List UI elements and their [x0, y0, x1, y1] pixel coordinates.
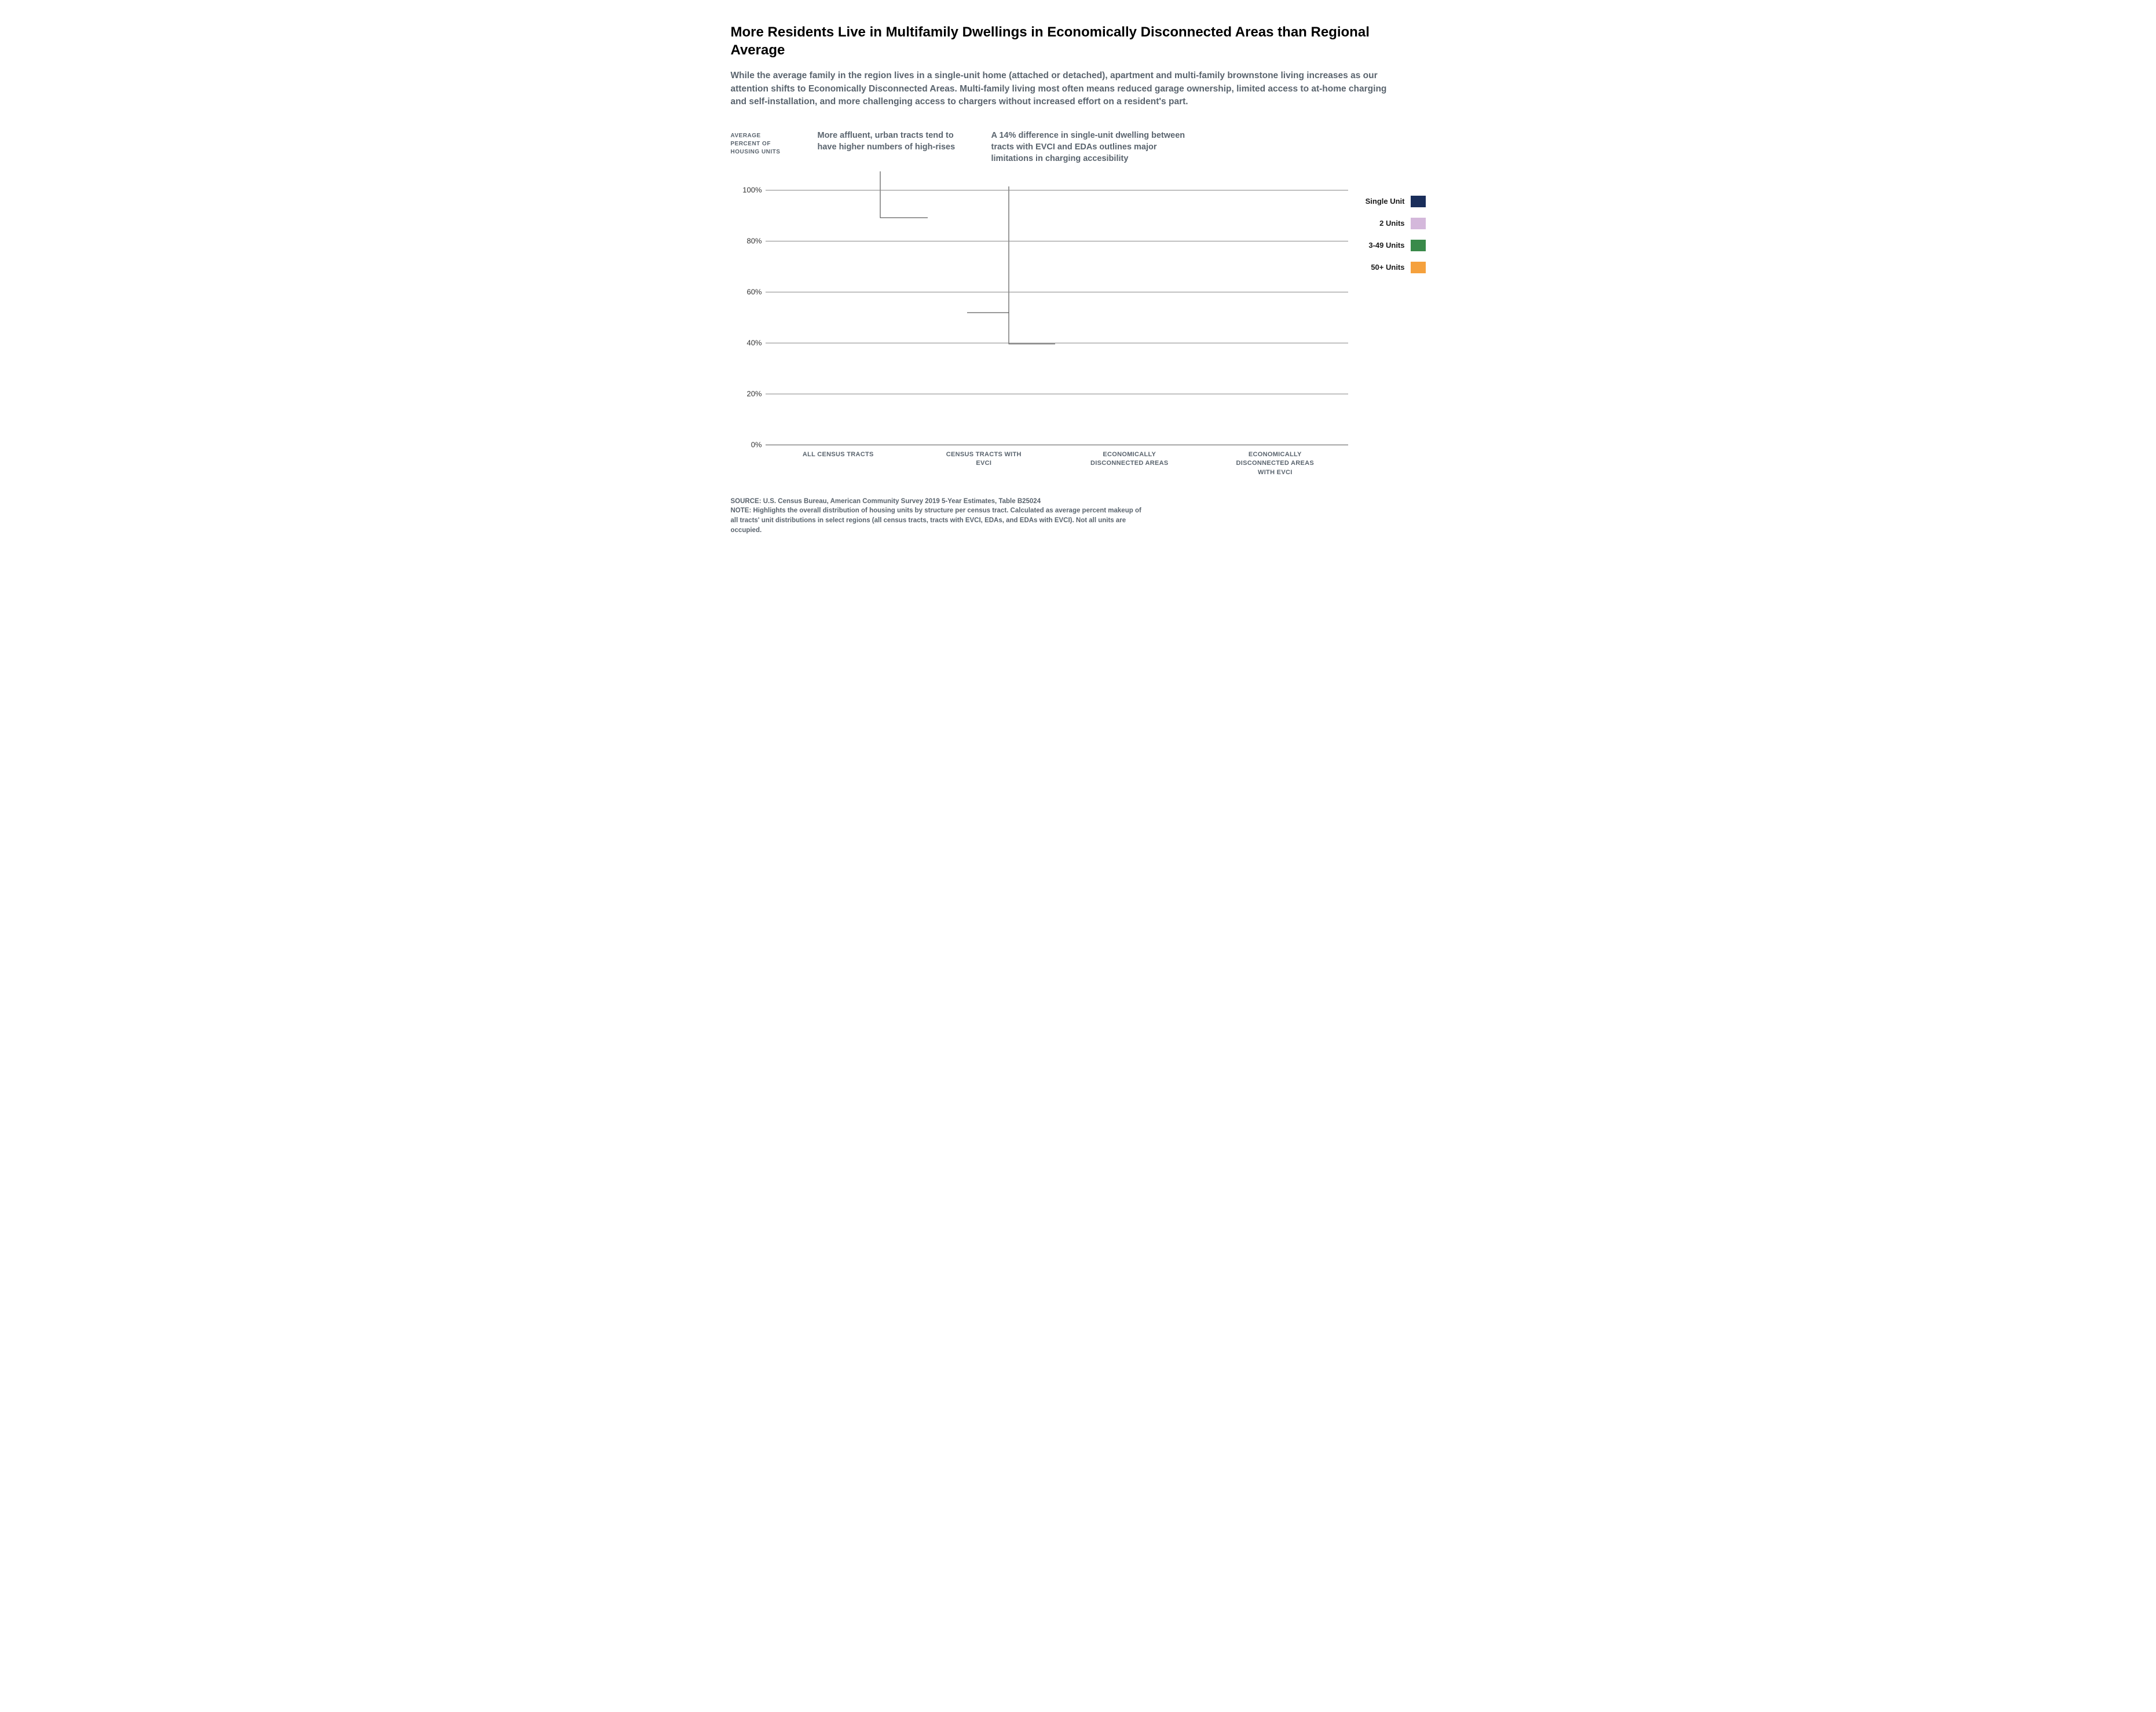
- x-axis-label: ECONOMICALLYDISCONNECTED AREASWITH EVCI: [1196, 450, 1354, 477]
- ytick-label: 0%: [735, 440, 762, 449]
- legend-label: 2 Units: [1379, 219, 1404, 228]
- legend-item: 3-49 Units: [1366, 240, 1426, 251]
- chart-title: More Residents Live in Multifamily Dwell…: [731, 23, 1426, 59]
- legend-swatch: [1411, 240, 1426, 251]
- ytick-label: 60%: [735, 287, 762, 296]
- bars-container: ALL CENSUS TRACTS CENSUS TRACTS WITHEVCI E…: [766, 190, 1348, 445]
- chart-wrap: AVERAGE PERCENT OF HOUSING UNITS More af…: [731, 132, 1426, 445]
- x-axis-label: ALL CENSUS TRACTS: [759, 450, 917, 459]
- bar-group: ECONOMICALLYDISCONNECTED AREASWITH EVCI: [1222, 190, 1327, 445]
- ytick-label: 100%: [735, 185, 762, 194]
- legend: Single Unit 2 Units 3-49 Units 50+ Units: [1366, 132, 1426, 284]
- legend-label: 50+ Units: [1371, 263, 1404, 272]
- source-line: SOURCE: U.S. Census Bureau, American Com…: [731, 497, 1148, 507]
- legend-label: Single Unit: [1366, 197, 1405, 206]
- ytick-label: 20%: [735, 389, 762, 398]
- plot-area: ALL CENSUS TRACTS CENSUS TRACTS WITHEVCI E…: [766, 190, 1348, 445]
- legend-item: 2 Units: [1366, 218, 1426, 229]
- x-axis-label: CENSUS TRACTS WITHEVCI: [905, 450, 1063, 468]
- footnote: SOURCE: U.S. Census Bureau, American Com…: [731, 497, 1148, 536]
- bar-group: ECONOMICALLYDISCONNECTED AREAS: [1077, 190, 1182, 445]
- bar-group: ALL CENSUS TRACTS: [786, 190, 891, 445]
- legend-item: Single Unit: [1366, 196, 1426, 207]
- x-axis-label: ECONOMICALLYDISCONNECTED AREAS: [1050, 450, 1208, 468]
- figure-container: More Residents Live in Multifamily Dwell…: [731, 23, 1426, 535]
- chart-subtitle: While the average family in the region l…: [731, 69, 1391, 108]
- chart-area: AVERAGE PERCENT OF HOUSING UNITS More af…: [731, 132, 1348, 445]
- ytick-label: 80%: [735, 236, 762, 245]
- y-axis-title: AVERAGE PERCENT OF HOUSING UNITS: [731, 132, 781, 156]
- legend-swatch: [1411, 196, 1426, 207]
- legend-label: 3-49 Units: [1368, 241, 1404, 250]
- note-line: NOTE: Highlights the overall distributio…: [731, 506, 1148, 535]
- legend-swatch: [1411, 262, 1426, 273]
- ytick-label: 40%: [735, 338, 762, 347]
- legend-swatch: [1411, 218, 1426, 229]
- legend-item: 50+ Units: [1366, 262, 1426, 273]
- annotation-difference: A 14% difference in single-unit dwelling…: [991, 130, 1188, 165]
- y-axis-title-text: AVERAGE PERCENT OF HOUSING UNITS: [731, 133, 781, 155]
- bar-group: CENSUS TRACTS WITHEVCI: [931, 190, 1036, 445]
- annotation-affluent: More affluent, urban tracts tend to have…: [818, 130, 957, 153]
